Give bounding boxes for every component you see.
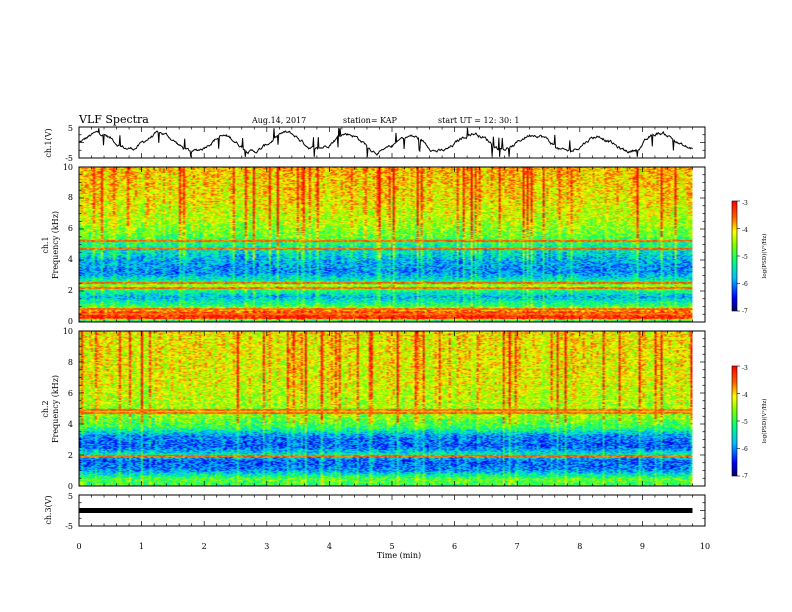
ch2-spec-ytick-4: 4: [68, 420, 73, 429]
ch1-waveform-panel: 5 -5 ch.1(V): [44, 124, 706, 163]
start-time-label: start UT = 12: 30: 1: [438, 116, 519, 125]
ch1-colorbar: -3 -4 -5 -6 -7 log(PSD)(V²/Hz): [731, 200, 768, 315]
ch2-colorbar-tick-m6: -6: [742, 446, 748, 453]
ch2-spectrogram-image: [79, 331, 693, 486]
ch1-colorbar-scale: [731, 200, 738, 312]
xtick-5: 5: [389, 542, 394, 551]
ch3-ylabel: ch.3(V): [44, 495, 53, 524]
x-axis-labels: 0 1 2 3 4 5 6 7 8 9 10 Time (min): [76, 542, 710, 560]
ch1-colorbar-tick-m4: -4: [742, 227, 748, 234]
ch1-spec-ytick-0: 0: [68, 317, 73, 326]
ch1-spec-ytick-8: 8: [68, 193, 73, 202]
ch1-spec-ytick-10: 10: [63, 163, 73, 172]
ch2-colorbar-scale: [731, 365, 738, 477]
xtick-9: 9: [640, 542, 645, 551]
xtick-6: 6: [452, 542, 457, 551]
station-label: station= KAP: [343, 116, 398, 125]
ch1-spec-ylabel-channel: ch.1: [41, 236, 50, 253]
ch1-spectrogram-image: [79, 167, 693, 322]
ch1-ytick-bottom: -5: [65, 154, 73, 163]
ch2-spec-ytick-0: 0: [68, 482, 73, 491]
ch1-spectrogram-panel: 0 2 4 6 8 10 ch.1 Frequency (kHz) -3 -4 …: [41, 163, 768, 326]
xtick-2: 2: [202, 542, 207, 551]
ch3-ytick-top: 5: [68, 492, 73, 501]
figure-title: VLF Spectra: [78, 113, 149, 126]
xtick-0: 0: [76, 542, 81, 551]
ch2-spec-ylabel-channel: ch.2: [41, 400, 50, 417]
ch2-spectrogram-panel: 0 2 4 6 8 10 ch.2 Frequency (kHz) -3 -4 …: [41, 327, 768, 491]
xtick-8: 8: [577, 542, 582, 551]
xtick-3: 3: [264, 542, 269, 551]
ch1-spec-ytick-6: 6: [68, 224, 73, 233]
xtick-10: 10: [700, 542, 710, 551]
ch2-colorbar-label: log(PSD)(V²/Hz): [761, 399, 768, 444]
x-axis-title: Time (min): [377, 551, 421, 560]
ch2-spec-ytick-2: 2: [68, 451, 73, 460]
ch2-spec-ylabel-frequency: Frequency (kHz): [51, 375, 60, 443]
ch1-colorbar-tick-m6: -6: [742, 281, 748, 288]
ch3-waveform-panel: 5 -5 ch.3(V): [44, 492, 706, 531]
ch2-colorbar-tick-m4: -4: [742, 392, 748, 399]
axis-ticks: [78, 126, 740, 527]
ch1-ytick-top: 5: [68, 124, 73, 133]
ch2-colorbar-tick-m3: -3: [742, 365, 748, 372]
ch1-colorbar-tick-m5: -5: [742, 254, 748, 261]
ch3-ytick-bottom: -5: [65, 522, 73, 531]
ch1-colorbar-label: log(PSD)(V²/Hz): [761, 234, 768, 279]
ch2-spec-ytick-8: 8: [68, 358, 73, 367]
ch1-colorbar-tick-m7: -7: [742, 308, 748, 315]
xtick-7: 7: [515, 542, 520, 551]
xtick-1: 1: [139, 542, 144, 551]
ch2-colorbar-tick-m5: -5: [742, 419, 748, 426]
ch2-spec-ytick-6: 6: [68, 389, 73, 398]
ch1-spec-ytick-2: 2: [68, 286, 73, 295]
date-label: Aug.14, 2017: [251, 116, 306, 125]
ch1-spec-ytick-4: 4: [68, 255, 73, 264]
ch1-spec-ylabel-frequency: Frequency (kHz): [51, 211, 60, 279]
ch1-waveform-line: [78, 128, 693, 157]
ch2-yticks: 0 2 4 6 8 10: [63, 327, 73, 491]
ch1-ylabel: ch.1(V): [44, 128, 53, 157]
ch2-colorbar: -3 -4 -5 -6 -7 log(PSD)(V²/Hz): [731, 365, 768, 480]
xtick-4: 4: [327, 542, 332, 551]
ch2-spec-ytick-10: 10: [63, 327, 73, 336]
ch2-colorbar-tick-m7: -7: [742, 473, 748, 480]
ch1-yticks: 0 2 4 6 8 10: [63, 163, 73, 326]
ch1-colorbar-tick-m3: -3: [742, 200, 748, 207]
